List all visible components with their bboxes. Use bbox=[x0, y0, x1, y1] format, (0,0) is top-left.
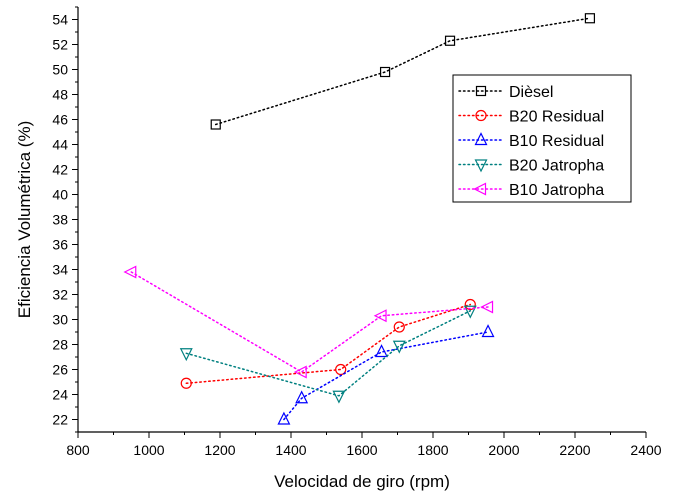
series-0 bbox=[210, 13, 596, 130]
y-tick-label: 34 bbox=[52, 262, 68, 278]
legend-marker bbox=[475, 109, 487, 122]
data-point bbox=[335, 363, 347, 376]
data-point bbox=[179, 348, 193, 362]
y-tick-label: 28 bbox=[52, 337, 68, 353]
y-tick-label: 36 bbox=[52, 237, 68, 253]
y-tick-label: 48 bbox=[52, 87, 68, 103]
y-tick-label: 22 bbox=[52, 412, 68, 428]
series-3 bbox=[179, 305, 477, 404]
legend-marker bbox=[475, 85, 487, 97]
series-layer bbox=[123, 13, 596, 425]
x-tick-label: 2400 bbox=[630, 442, 661, 458]
legend: Dièsel B20 Residual B10 Residual B20 Jatrop… bbox=[452, 74, 632, 203]
y-tick-label: 42 bbox=[52, 162, 68, 178]
y-tick-label: 44 bbox=[52, 137, 68, 153]
y-tick-label: 38 bbox=[52, 212, 68, 228]
y-tick-label: 40 bbox=[52, 187, 68, 203]
data-point bbox=[480, 300, 494, 314]
legend-label: B10 Jatropha bbox=[509, 182, 604, 199]
legend-label: Dièsel bbox=[509, 84, 553, 101]
legend-item: Dièsel bbox=[458, 84, 553, 101]
y-tick-label: 26 bbox=[52, 362, 68, 378]
legend-item: B10 Residual bbox=[458, 132, 604, 150]
x-tick-label: 800 bbox=[66, 442, 90, 458]
data-point bbox=[375, 344, 388, 358]
y-tick-label: 32 bbox=[52, 287, 68, 303]
series-4 bbox=[123, 265, 494, 379]
legend-label: B20 Residual bbox=[509, 109, 604, 126]
data-point bbox=[123, 265, 137, 279]
legend-marker bbox=[474, 132, 488, 146]
legend-item: B20 Residual bbox=[458, 109, 604, 126]
data-point bbox=[379, 66, 391, 78]
x-tick-label: 2200 bbox=[559, 442, 590, 458]
data-point bbox=[295, 390, 309, 404]
x-tick-label: 2000 bbox=[488, 442, 519, 458]
x-tick-label: 1600 bbox=[346, 442, 377, 458]
data-point bbox=[373, 309, 387, 323]
data-point bbox=[277, 411, 291, 425]
data-point bbox=[210, 119, 221, 130]
y-tick-label: 54 bbox=[52, 12, 68, 28]
plot-area bbox=[77, 7, 646, 433]
data-point bbox=[393, 321, 405, 333]
legend-marker bbox=[473, 182, 487, 196]
legend-label: B20 Jatropha bbox=[509, 158, 604, 175]
legend-item: B10 Jatropha bbox=[458, 182, 604, 199]
data-point bbox=[464, 298, 476, 311]
series-1 bbox=[180, 298, 476, 389]
x-tick-label: 1200 bbox=[204, 442, 235, 458]
y-axis: 22 24 26 28 30 32 34 36 38 40 42 44 46 48 50 52 54 bbox=[52, 6, 78, 433]
data-point bbox=[444, 35, 456, 46]
legend-marker bbox=[474, 159, 488, 173]
data-point bbox=[584, 13, 596, 24]
y-tick-label: 46 bbox=[52, 112, 68, 128]
data-point bbox=[332, 390, 346, 404]
y-tick-label: 30 bbox=[52, 312, 68, 328]
x-axis: 800 1000 1200 1400 1600 1800 2000 2200 2400 bbox=[66, 432, 662, 458]
data-point bbox=[463, 305, 477, 319]
y-tick-label: 24 bbox=[52, 387, 68, 403]
legend-item: B20 Jatropha bbox=[458, 158, 604, 175]
x-tick-label: 1800 bbox=[417, 442, 448, 458]
x-tick-label: 1400 bbox=[275, 442, 306, 458]
series-line bbox=[185, 303, 472, 385]
series-2 bbox=[277, 324, 495, 425]
data-point bbox=[180, 377, 192, 389]
data-point bbox=[392, 340, 406, 354]
y-tick-label: 52 bbox=[52, 37, 68, 53]
legend-label: B10 Residual bbox=[509, 133, 604, 150]
data-point bbox=[481, 324, 495, 338]
legend-box bbox=[452, 74, 632, 203]
y-axis-title: Eficiencia Volumétrica (%) bbox=[15, 121, 34, 318]
y-tick-label: 50 bbox=[52, 62, 68, 78]
x-tick-label: 1000 bbox=[133, 442, 164, 458]
series-line bbox=[283, 331, 489, 421]
series-line bbox=[130, 271, 489, 373]
data-point bbox=[293, 365, 307, 379]
x-axis-title: Velocidad de giro (rpm) bbox=[274, 472, 450, 491]
series-line bbox=[214, 17, 591, 126]
series-line bbox=[185, 310, 472, 397]
